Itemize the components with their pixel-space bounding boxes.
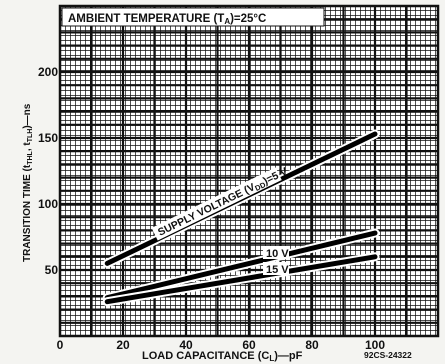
series-label-15v-bg (263, 262, 289, 275)
x-axis-label: LOAD CAPACITANCE (CL)—pF (142, 350, 303, 363)
series-label-10v-bg (263, 246, 289, 259)
chart-title-subscript: A (224, 17, 230, 26)
x-tick-label: 100 (365, 338, 385, 352)
series-label-10v: 10 V (266, 248, 289, 260)
x-axis-label-suffix: )—pF (274, 350, 302, 362)
x-tick-label: 60 (242, 338, 256, 352)
chart-title: AMBIENT TEMPERATURE (TA)=25°C (68, 13, 266, 26)
y-axis-label-d: TLH (27, 129, 34, 143)
y-axis-label-a: TRANSITION TIME (t (22, 164, 33, 262)
ticks-layer: 0 20 40 60 80 100 50 100 150 200 (38, 65, 385, 352)
y-axis-label-e: )—ns (22, 103, 33, 128)
y-axis-label-b: THL (27, 150, 34, 164)
x-tick-label: 20 (116, 338, 130, 352)
series-label-5v-subscript: DD (253, 180, 267, 193)
y-tick-label: 50 (45, 263, 59, 277)
y-tick-label: 150 (38, 131, 58, 145)
x-tick-label: 40 (179, 338, 193, 352)
y-tick-label: 100 (38, 197, 58, 211)
plot-frame (58, 4, 440, 338)
series-label-15v: 15 V (266, 264, 289, 276)
y-tick-label: 200 (38, 65, 58, 79)
chart-title-suffix: )=25°C (230, 13, 266, 25)
x-tick-label: 0 (57, 338, 64, 352)
x-axis-label-subscript: L (269, 354, 274, 363)
series-label-5v-bg (151, 167, 282, 241)
x-tick-label: 80 (305, 338, 319, 352)
figure-id: 92CS-24322 (364, 350, 412, 360)
chart-title-prefix: AMBIENT TEMPERATURE (T (68, 13, 224, 25)
y-axis-label: TRANSITION TIME (tTHL, tTLH)—ns (22, 103, 34, 262)
x-axis-label-prefix: LOAD CAPACITANCE (C (142, 350, 269, 362)
series-line-2 (104, 254, 378, 305)
title-box (61, 7, 325, 27)
series-line-1 (104, 230, 378, 301)
y-axis-label-c: , t (22, 142, 33, 152)
